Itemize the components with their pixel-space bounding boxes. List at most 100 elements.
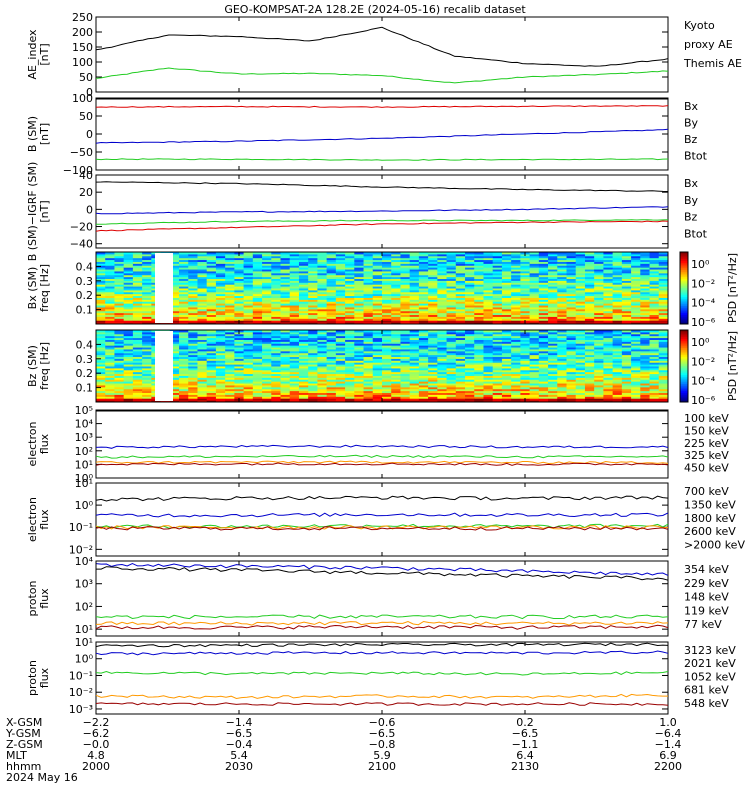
legend-entry: By <box>684 117 699 130</box>
colorbar-tick-label: 10⁻⁶ <box>691 316 716 329</box>
y-tick-label: 10⁴ <box>75 555 94 568</box>
y-tick-label: 50 <box>79 71 93 84</box>
y-tick-label: 0 <box>86 203 93 216</box>
panel-ae: AE_index[nT] <box>26 17 668 92</box>
legend-entry: >2000 keV <box>684 539 745 552</box>
data-gap <box>155 253 173 323</box>
legend-entry: 77 keV <box>684 618 722 631</box>
y-axis-label: [nT] <box>38 123 51 145</box>
series-line <box>96 513 668 517</box>
y-axis-label: freq [Hz] <box>38 264 51 312</box>
y-tick-label: 0.3 <box>76 353 94 366</box>
legend-entry: Themis AE <box>683 57 742 70</box>
y-tick-label: 200 <box>72 26 93 39</box>
y-tick-label: 10² <box>75 600 93 613</box>
colorbar-tick-label: 10⁻⁶ <box>691 394 716 407</box>
y-tick-label: 0.1 <box>76 304 94 317</box>
y-tick-label: −50 <box>70 146 93 159</box>
y-tick-label: 10¹ <box>75 477 93 490</box>
y-tick-label: 10¹ <box>75 458 93 471</box>
y-tick-label: 20 <box>79 186 93 199</box>
panel-bigrf: B (SM)−IGRF (SM)[nT] <box>26 162 668 262</box>
series-line <box>96 27 668 66</box>
y-tick-label: 10² <box>75 445 93 458</box>
legend-entry: 150 keV <box>684 424 729 437</box>
y-tick-label: 0.4 <box>76 260 94 273</box>
legend-entry: 1800 keV <box>684 512 736 525</box>
legend-entry: 225 keV <box>684 437 729 450</box>
legend-entry: Bz <box>684 133 698 146</box>
y-tick-label: 0.2 <box>76 367 94 380</box>
panel-bsm: B (SM)[nT] <box>26 98 668 170</box>
legend-entry: Kyoto <box>684 19 715 32</box>
y-tick-label: 150 <box>72 41 93 54</box>
legend-entry: Bz <box>684 211 698 224</box>
colorbar-label: PSD [nT²/Hz] <box>726 331 739 401</box>
legend-entry: proxy AE <box>684 38 733 51</box>
y-tick-label: 100 <box>72 56 93 69</box>
colorbar-label: PSD [nT²/Hz] <box>726 253 739 323</box>
y-tick-label: 0.4 <box>76 338 94 351</box>
y-tick-label: 100 <box>72 92 93 105</box>
y-tick-label: 10¹ <box>75 623 93 636</box>
series-line <box>96 625 668 629</box>
series-line <box>96 68 668 83</box>
page-title: GEO-KOMPSAT-2A 128.2E (2024-05-16) recal… <box>224 3 526 16</box>
series-line <box>96 455 668 458</box>
data-gap <box>155 331 173 401</box>
y-axis-label: flux <box>38 433 51 454</box>
panel-bx_spec: Bx (SM)freq [Hz]PSD [nT²/Hz] <box>26 252 739 325</box>
colorbar-tick-label: 10⁰ <box>691 258 710 271</box>
series-line <box>96 129 668 143</box>
legend-entry: 148 keV <box>684 591 729 604</box>
y-tick-label: 250 <box>72 11 93 24</box>
series-line <box>96 159 668 161</box>
legend-entry: 100 keV <box>684 412 729 425</box>
legend-entry: Bx <box>684 177 699 190</box>
legend-entry: 450 keV <box>684 462 729 475</box>
series-line <box>96 182 668 192</box>
y-tick-label: 0.1 <box>76 382 94 395</box>
legend-entry: 1350 keV <box>684 498 736 511</box>
y-tick-label: −20 <box>70 221 93 234</box>
y-tick-label: 10⁵ <box>75 404 93 417</box>
legend-entry: Bx <box>684 100 699 113</box>
legend-entry: 325 keV <box>684 449 729 462</box>
y-axis-label: flux <box>38 509 51 530</box>
y-tick-label: 0.3 <box>76 275 94 288</box>
legend-entry: 700 keV <box>684 485 729 498</box>
panel-bz_spec: Bz (SM)freq [Hz]PSD [nT²/Hz] <box>26 330 739 403</box>
y-tick-label: −40 <box>70 238 93 251</box>
y-axis-label: [nT] <box>38 43 51 65</box>
panel-frame <box>96 410 668 478</box>
series-line <box>96 207 668 214</box>
series-line <box>96 496 668 501</box>
series-line <box>96 445 668 448</box>
colorbar-tick-label: 10⁻⁴ <box>691 297 716 310</box>
colorbar-tick-label: 10⁻² <box>691 277 715 290</box>
legend-entry: Btot <box>684 227 708 240</box>
y-tick-label: 40 <box>79 169 93 182</box>
y-tick-label: 10³ <box>75 431 93 444</box>
series-line <box>96 622 668 626</box>
colorbar-tick-label: 10⁻⁴ <box>691 375 716 388</box>
y-axis-label: flux <box>38 588 51 609</box>
panel-frame <box>96 17 668 92</box>
legend-entry: 2600 keV <box>684 525 736 538</box>
colorbar-tick-label: 10⁻² <box>691 355 715 368</box>
legend-entry: 229 keV <box>684 577 729 590</box>
y-tick-label: 10⁴ <box>75 418 94 431</box>
y-tick-label: 0 <box>86 128 93 141</box>
series-line <box>96 615 668 619</box>
y-tick-label: 10⁻¹ <box>69 521 93 534</box>
series-line <box>96 567 668 581</box>
series-line <box>96 106 668 108</box>
colorbar-tick-label: 10⁰ <box>691 336 710 349</box>
y-tick-label: 50 <box>79 110 93 123</box>
y-tick-label: 0.2 <box>76 289 94 302</box>
